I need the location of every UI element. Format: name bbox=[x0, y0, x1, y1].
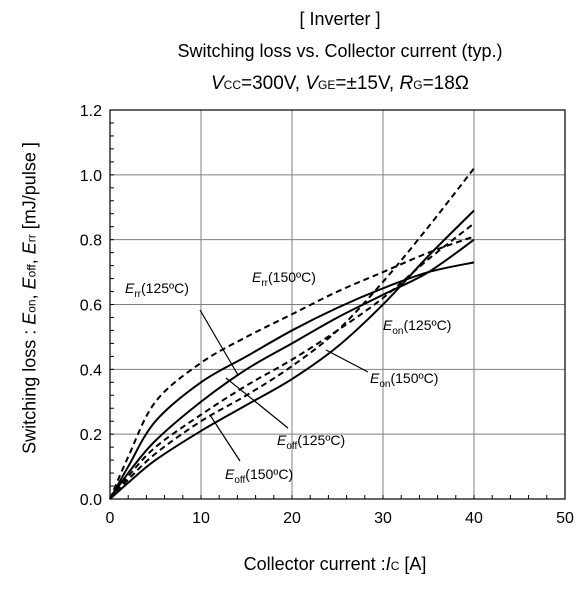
x-tick-label: 30 bbox=[374, 510, 392, 527]
x-tick-label: 0 bbox=[106, 510, 115, 527]
y-tick-label: 1.0 bbox=[80, 168, 102, 185]
y-tick-label: 0.6 bbox=[80, 298, 102, 315]
y-tick-label: 0.2 bbox=[80, 427, 102, 444]
y-tick-label: 0.8 bbox=[80, 233, 102, 250]
x-tick-label: 20 bbox=[283, 510, 301, 527]
chart-title: [ Inverter ] bbox=[299, 9, 381, 29]
x-axis-label: Collector current :IC [A] bbox=[243, 554, 427, 574]
leader-line-on-150 bbox=[325, 349, 369, 373]
x-tick-label: 40 bbox=[465, 510, 483, 527]
leader-line-off-150 bbox=[209, 414, 241, 462]
y-tick-label: 0.4 bbox=[80, 362, 102, 379]
series-line-rr-125 bbox=[109, 261, 475, 500]
chart-conditions: VCC=300V, VGE=±15V, RG=18Ω bbox=[210, 73, 470, 94]
series-label-off-150: Eoff(150ºC) bbox=[225, 466, 293, 486]
leader-line-off-125 bbox=[225, 377, 289, 429]
series-line-off-150 bbox=[109, 167, 475, 500]
y-tick-label: 1.2 bbox=[80, 103, 102, 120]
chart-subtitle: Switching loss vs. Collector current (ty… bbox=[177, 41, 503, 61]
series-label-on-150: Eon(150ºC) bbox=[370, 370, 438, 390]
x-tick-label: 50 bbox=[556, 510, 574, 527]
y-tick-label: 0.0 bbox=[80, 492, 102, 509]
series-label-rr-150: Err(150ºC) bbox=[252, 269, 316, 289]
series-line-on-125 bbox=[109, 238, 475, 500]
leader-line-rr-125 bbox=[199, 309, 239, 376]
series-line-rr-150 bbox=[109, 235, 475, 500]
series-line-off-125 bbox=[109, 209, 475, 500]
x-tick-label: 10 bbox=[192, 510, 210, 527]
series-label-off-125: Eoff(125ºC) bbox=[277, 432, 345, 452]
series-label-rr-125: Err(125ºC) bbox=[125, 280, 189, 300]
series-label-on-125: Eon(125ºC) bbox=[383, 317, 451, 337]
